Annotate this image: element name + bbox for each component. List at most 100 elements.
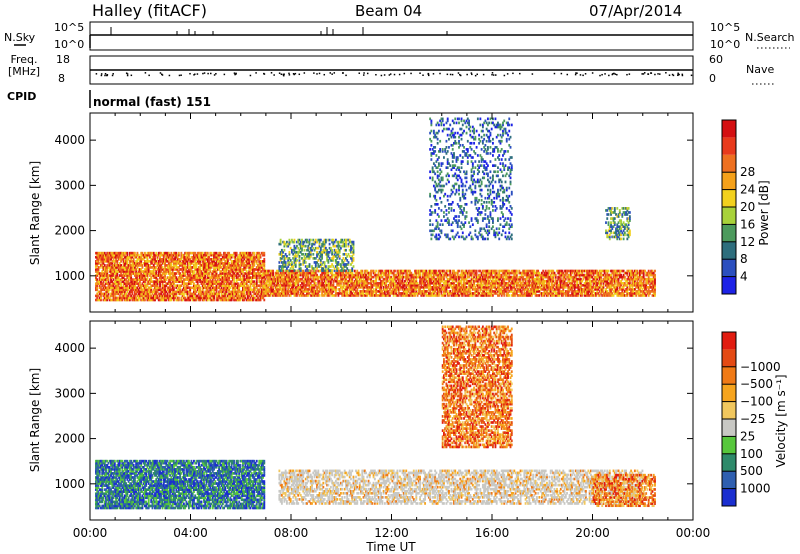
data-cell: [141, 294, 144, 298]
data-cell: [226, 284, 229, 288]
data-cell: [176, 270, 179, 273]
data-cell: [250, 266, 253, 269]
data-cell: [272, 285, 275, 289]
data-cell: [249, 298, 252, 302]
nsky-panel: [89, 21, 694, 51]
data-cell: [128, 290, 131, 294]
data-cell: [150, 298, 153, 302]
data-cell: [437, 275, 440, 279]
data-cell: [513, 279, 516, 283]
data-cell: [461, 273, 464, 277]
data-cell: [296, 271, 298, 275]
data-cell: [510, 290, 513, 293]
data-cell: [463, 285, 465, 289]
data-cell: [215, 282, 218, 286]
data-cell: [96, 274, 99, 277]
data-cell: [243, 262, 246, 265]
data-cell: [96, 284, 99, 288]
data-cell: [399, 277, 401, 281]
data-cell: [258, 253, 261, 257]
data-cell: [174, 272, 177, 275]
data-cell: [258, 294, 261, 298]
data-cell: [525, 275, 528, 279]
data-cell: [528, 275, 531, 279]
data-cell: [485, 269, 488, 273]
data-cell: [250, 298, 253, 302]
data-cell: [503, 294, 506, 297]
data-cell: [116, 270, 119, 273]
data-cell: [112, 274, 115, 277]
data-cell: [186, 290, 189, 294]
data-cell: [466, 288, 469, 291]
data-cell: [486, 294, 489, 297]
data-cell: [297, 275, 300, 279]
data-cell: [156, 278, 159, 281]
data-cell: [503, 285, 506, 289]
data-cell: [102, 292, 105, 296]
data-cell: [154, 268, 156, 271]
data-cell: [258, 264, 261, 267]
data-cell: [206, 274, 209, 277]
data-cell: [424, 283, 427, 287]
data-cell: [525, 273, 528, 277]
data-cell: [440, 292, 443, 295]
data-cell: [164, 286, 166, 290]
data-cell: [412, 292, 415, 295]
data-cell: [205, 298, 208, 302]
data-cell: [372, 279, 375, 283]
data-cell: [164, 284, 166, 288]
data-cell: [154, 276, 156, 279]
data-cell: [293, 283, 296, 287]
data-cell: [316, 285, 318, 289]
data-cell: [141, 274, 144, 277]
data-cell: [205, 268, 208, 271]
data-cell: [149, 274, 151, 277]
data-cell: [216, 268, 219, 271]
data-cell: [460, 269, 463, 273]
data-cell: [220, 294, 223, 298]
data-cell: [303, 271, 306, 275]
data-cell: [498, 273, 501, 277]
data-cell: [257, 292, 259, 296]
data-cell: [206, 272, 209, 275]
data-cell: [280, 279, 283, 283]
data-cell: [191, 272, 194, 275]
data-cell: [352, 294, 355, 297]
data-cell: [175, 276, 178, 279]
data-cell: [128, 264, 131, 267]
data-cell: [385, 294, 388, 297]
data-cell: [530, 288, 533, 291]
data-cell: [193, 288, 195, 292]
data-cell: [291, 285, 293, 289]
data-cell: [224, 266, 227, 269]
data-cell: [98, 262, 101, 265]
data-cell: [303, 283, 306, 287]
data-cell: [111, 282, 114, 286]
data-cell: [254, 292, 257, 296]
data-cell: [434, 290, 437, 293]
data-cell: [377, 294, 380, 297]
data-cell: [401, 285, 404, 289]
data-cell: [131, 278, 134, 281]
data-cell: [353, 283, 356, 287]
data-cell: [196, 272, 199, 275]
data-cell: [159, 294, 161, 298]
data-cell: [111, 268, 114, 271]
data-cell: [350, 273, 352, 277]
data-cell: [112, 266, 115, 269]
data-cell: [350, 285, 352, 289]
data-cell: [288, 281, 291, 285]
data-cell: [231, 264, 234, 267]
data-cell: [182, 278, 185, 281]
data-cell: [499, 269, 502, 273]
data-cell: [228, 296, 231, 300]
data-cell: [122, 276, 125, 279]
data-cell: [101, 253, 104, 257]
data-cell: [509, 290, 512, 293]
data-cell: [383, 283, 386, 287]
data-cell: [244, 278, 247, 281]
data-cell: [355, 283, 357, 287]
data-cell: [409, 281, 411, 285]
data-cell: [308, 285, 311, 289]
data-cell: [407, 273, 410, 277]
